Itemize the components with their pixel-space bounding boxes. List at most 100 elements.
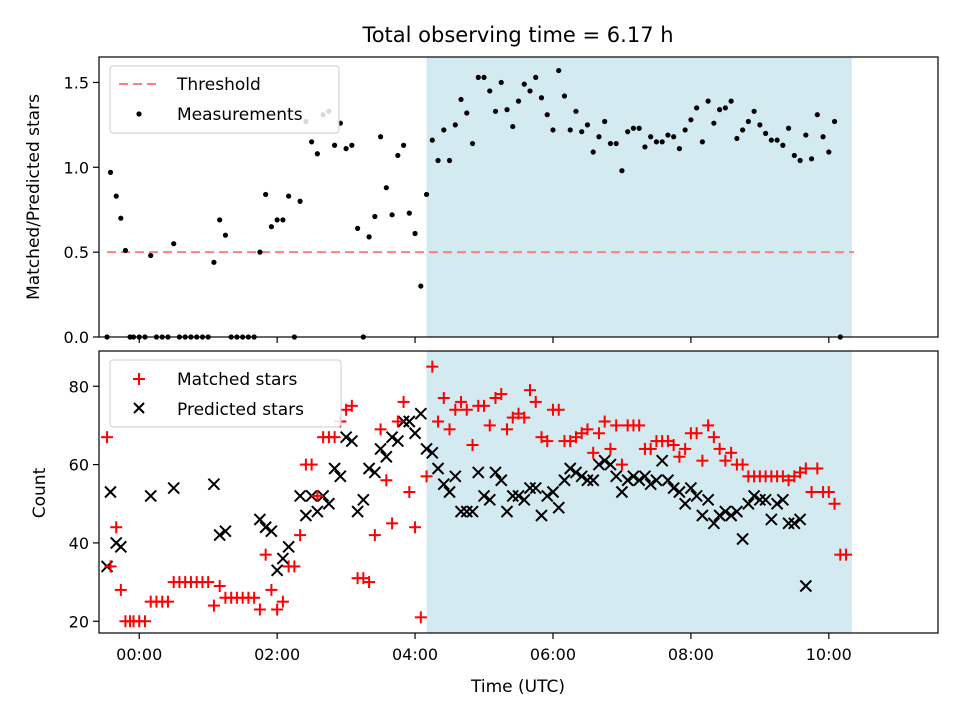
- measurement-point: [314, 151, 320, 157]
- predicted-star-mark: [213, 528, 226, 542]
- predicted-star-mark: [541, 489, 554, 503]
- measurement-point: [671, 134, 677, 140]
- predicted-star-point: [650, 474, 663, 487]
- predicted-star-mark: [569, 466, 583, 479]
- predicted-star-point: [265, 524, 278, 538]
- predicted-star-point: [782, 517, 795, 530]
- matched-star-point: [248, 591, 261, 604]
- matched-star-point: [345, 399, 358, 412]
- predicted-star-point: [529, 481, 542, 495]
- predicted-star-point: [259, 521, 272, 534]
- measurement-point: [464, 110, 470, 116]
- matched-star-point: [380, 474, 393, 487]
- matched-star-point: [414, 611, 427, 624]
- y-tick-label: 1.5: [64, 73, 89, 92]
- bottom-legend-box: [109, 359, 342, 428]
- measurement-point: [354, 225, 361, 231]
- measurements-points: [104, 67, 843, 340]
- x-tick-label: 08:00: [668, 645, 714, 664]
- y-tick-label: 60: [69, 456, 89, 475]
- y-tick-label: 1.0: [64, 158, 89, 177]
- measurement-point: [389, 212, 395, 218]
- matched-star-point: [501, 423, 514, 436]
- predicted-star-mark: [219, 524, 232, 538]
- legend-threshold-label: Threshold: [176, 75, 261, 95]
- measurement-point: [636, 125, 642, 131]
- predicted-star-point: [403, 415, 416, 428]
- predicted-star-mark: [552, 501, 565, 514]
- predicted-star-mark: [782, 517, 795, 530]
- measurement-point: [579, 129, 585, 135]
- matched-star-point: [598, 415, 611, 428]
- predicted-star-mark: [454, 505, 468, 518]
- predicted-star-mark: [724, 509, 738, 522]
- measurement-point: [826, 149, 832, 155]
- legend-measurements-label: Measurements: [177, 105, 303, 125]
- predicted-star-mark: [655, 454, 669, 467]
- predicted-star-point: [207, 477, 221, 491]
- predicted-star-point: [420, 442, 433, 456]
- matched-star-point: [207, 599, 220, 612]
- predicted-star-point: [632, 474, 646, 487]
- measurement-point: [694, 105, 700, 111]
- predicted-star-point: [483, 493, 496, 507]
- predicted-star-point: [351, 505, 364, 518]
- measurement-point: [561, 93, 568, 99]
- predicted-star-point: [391, 434, 405, 448]
- measurement-point: [122, 247, 129, 254]
- measurement-point: [452, 122, 458, 128]
- bottom-x-ticks: 00:00 02:00 04:00 06:00 08:00 10:00: [116, 633, 852, 664]
- predicted-star-mark: [621, 474, 634, 487]
- predicted-star-point: [569, 466, 583, 479]
- bottom-shaded-region: [426, 351, 852, 633]
- predicted-star-point: [518, 493, 531, 507]
- predicted-star-point: [311, 505, 324, 518]
- legend-predicted-swatch: [133, 402, 145, 414]
- measurement-point: [475, 74, 481, 80]
- top-x-tick-marks: [138, 337, 830, 343]
- predicted-star-point: [322, 497, 336, 510]
- matched-star-point: [114, 583, 127, 596]
- predicted-star-mark: [512, 489, 525, 503]
- predicted-star-mark: [483, 493, 496, 507]
- measurement-point: [527, 88, 533, 94]
- predicted-star-point: [673, 485, 686, 499]
- predicted-star-point: [713, 509, 726, 522]
- measurement-point: [556, 67, 562, 74]
- matched-star-point: [811, 462, 824, 475]
- predicted-star-mark: [575, 470, 588, 483]
- predicted-star-mark: [690, 489, 703, 503]
- measurement-point: [446, 157, 453, 164]
- predicted-star-point: [374, 442, 387, 456]
- measurement-point: [383, 185, 389, 191]
- predicted-star-mark: [265, 524, 278, 538]
- measurement-point: [469, 140, 476, 147]
- measurement-point: [492, 108, 499, 114]
- matched-star-point: [253, 603, 266, 616]
- predicted-star-mark: [518, 493, 531, 507]
- predicted-star-point: [552, 501, 565, 514]
- measurement-point: [705, 98, 711, 104]
- measurement-point: [780, 142, 786, 148]
- matched-star-point: [529, 395, 542, 408]
- predicted-star-point: [621, 474, 634, 487]
- predicted-star-point: [742, 497, 755, 510]
- predicted-star-mark: [311, 505, 324, 518]
- predicted-star-mark: [276, 552, 290, 565]
- measurement-point: [768, 137, 774, 143]
- predicted-star-point: [776, 493, 790, 507]
- predicted-star-mark: [730, 505, 744, 518]
- bottom-y-axis-label: Count: [30, 467, 50, 518]
- predicted-star-mark: [661, 474, 675, 487]
- predicted-star-point: [368, 466, 382, 479]
- matched-star-point: [736, 458, 749, 471]
- matched-star-point: [828, 497, 841, 510]
- top-shaded-region: [426, 57, 852, 337]
- measurement-point: [797, 157, 803, 164]
- measurement-point: [395, 152, 401, 159]
- measurement-point: [107, 169, 114, 175]
- predicted-star-point: [604, 458, 617, 471]
- predicted-star-mark: [414, 407, 428, 420]
- predicted-star-mark: [776, 493, 790, 507]
